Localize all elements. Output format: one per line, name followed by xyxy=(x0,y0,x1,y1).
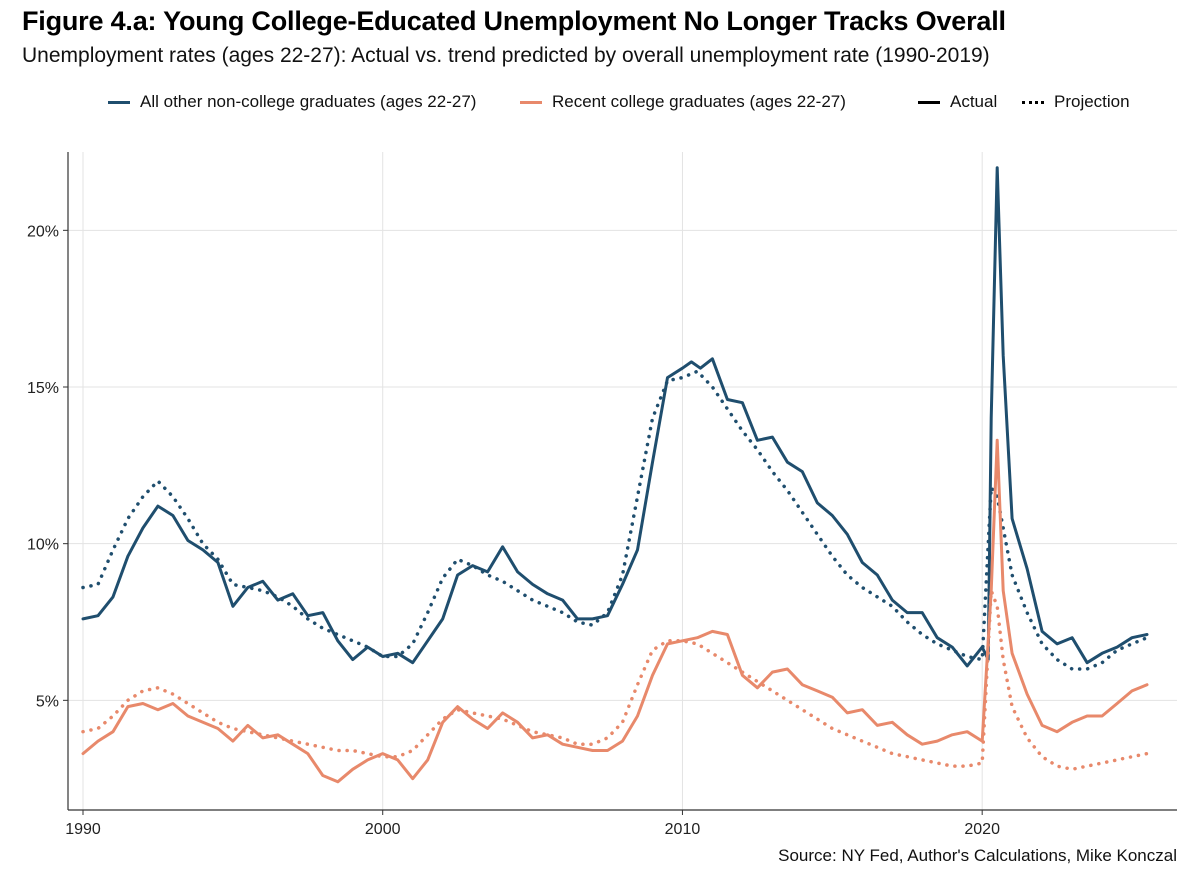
series-line-college-projection xyxy=(81,588,1149,772)
legend-swatch-actual xyxy=(918,100,940,104)
x-tick-label-1990: 1990 xyxy=(65,821,101,838)
legend-item-actual: Actual xyxy=(918,92,997,112)
x-tick-label-2010: 2010 xyxy=(665,821,701,838)
legend-label-college: Recent college graduates (ages 22-27) xyxy=(552,92,846,111)
series-line-non-college-actual xyxy=(81,166,1149,668)
axes: 1990 2000 2010 2020 5% 10% 15% 20% xyxy=(27,152,1177,838)
legend-label-projection: Projection xyxy=(1054,92,1130,111)
legend-item-projection: Projection xyxy=(1022,92,1130,112)
series-line-non-college-projection xyxy=(81,369,1149,671)
legend-item-non-college: All other non-college graduates (ages 22… xyxy=(108,92,476,112)
series-lines xyxy=(81,166,1149,784)
grid-lines xyxy=(68,152,1177,810)
legend-label-non-college: All other non-college graduates (ages 22… xyxy=(140,92,477,111)
x-tick-label-2020: 2020 xyxy=(964,821,1000,838)
legend-swatch-projection xyxy=(1022,100,1044,104)
x-tick-label-2000: 2000 xyxy=(365,821,401,838)
y-tick-label-20: 20% xyxy=(27,223,59,240)
chart-legend: All other non-college graduates (ages 22… xyxy=(0,92,1199,122)
chart-subtitle: Unemployment rates (ages 22-27): Actual … xyxy=(22,44,990,67)
legend-swatch-college xyxy=(520,100,542,104)
chart-title: Figure 4.a: Young College-Educated Unemp… xyxy=(22,6,1006,36)
legend-item-college: Recent college graduates (ages 22-27) xyxy=(520,92,846,112)
y-tick-label-5: 5% xyxy=(36,693,59,710)
y-tick-label-15: 15% xyxy=(27,380,59,397)
legend-swatch-non-college xyxy=(108,100,130,104)
y-tick-label-10: 10% xyxy=(27,537,59,554)
source-note: Source: NY Fed, Author's Calculations, M… xyxy=(778,846,1177,865)
legend-label-actual: Actual xyxy=(950,92,998,111)
series-line-college-actual xyxy=(81,438,1149,784)
